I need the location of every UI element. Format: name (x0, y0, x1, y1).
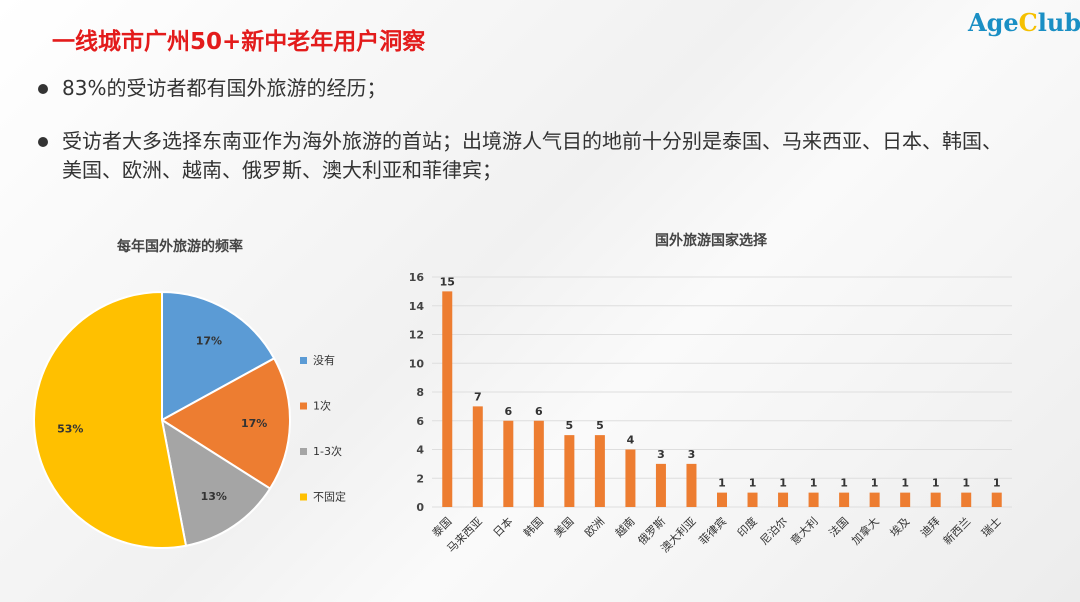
bar-data-label: 1 (932, 477, 940, 490)
y-tick-label: 0 (416, 501, 424, 514)
x-tick-label: 迪拜 (918, 515, 943, 540)
bar-data-label: 1 (901, 477, 909, 490)
pie-chart-title: 每年国外旅游的频率 (117, 239, 243, 255)
pie-data-label: 17% (196, 335, 222, 348)
pie-chart: 17% 没有 17% 1次 13% 1-3次 53% 不固定 (33, 290, 346, 549)
legend-label: 1次 (313, 399, 331, 413)
bar (472, 406, 483, 507)
bullet-dot-icon (38, 137, 48, 147)
bullet-dot-icon (38, 84, 48, 94)
x-tick-label: 意大利 (787, 514, 820, 547)
pie-slice (33, 290, 188, 549)
x-tick-label: 菲律宾 (696, 514, 729, 547)
bar (930, 492, 941, 507)
bullet-item: 83%的受访者都有国外旅游的经历； (38, 74, 1012, 103)
bar (655, 463, 666, 507)
bar-data-label: 1 (962, 477, 970, 490)
legend-swatch (300, 448, 307, 455)
bar (625, 449, 636, 507)
pie-data-label: 17% (241, 417, 267, 430)
bar-data-label: 3 (688, 448, 696, 461)
x-tick-label: 埃及 (887, 514, 912, 539)
y-tick-label: 10 (409, 357, 425, 370)
bar (839, 492, 850, 507)
bar-data-label: 4 (627, 434, 635, 447)
pie-data-label: 53% (57, 423, 83, 436)
x-tick-label: 美国 (552, 515, 577, 540)
x-tick-label: 法国 (826, 514, 851, 539)
bar (564, 435, 575, 507)
bar (442, 291, 453, 507)
bar (869, 492, 880, 507)
bar-data-label: 5 (566, 419, 574, 432)
legend-swatch (300, 357, 307, 364)
bar-data-label: 3 (657, 448, 665, 461)
x-tick-label: 欧洲 (582, 515, 607, 540)
legend-swatch (300, 402, 307, 410)
bar (900, 492, 911, 507)
bar-data-label: 1 (749, 477, 757, 490)
legend-label: 1-3次 (313, 444, 342, 458)
legend-label: 不固定 (313, 490, 346, 504)
x-tick-label: 韩国 (521, 514, 546, 539)
x-tick-label: 新西兰 (940, 514, 973, 547)
bar (594, 435, 605, 507)
y-tick-label: 14 (409, 300, 425, 313)
x-tick-label: 日本 (490, 514, 515, 539)
legend-swatch (300, 493, 307, 501)
bar-data-label: 7 (474, 390, 482, 403)
bar-data-label: 5 (596, 419, 604, 432)
x-tick-label: 加拿大 (849, 514, 882, 547)
x-tick-label: 瑞士 (978, 514, 1003, 539)
bar (808, 492, 819, 507)
bar (747, 492, 758, 507)
x-tick-label: 越南 (612, 514, 637, 539)
bar-data-label: 1 (993, 477, 1001, 490)
bar-data-label: 1 (871, 477, 879, 490)
y-tick-label: 4 (416, 444, 424, 457)
x-tick-label: 印度 (734, 514, 759, 539)
y-tick-label: 8 (416, 386, 424, 399)
bar-data-label: 1 (779, 477, 787, 490)
y-tick-label: 12 (409, 329, 424, 342)
bar (533, 420, 544, 507)
bar-data-label: 6 (535, 405, 543, 418)
bar-chart-title: 国外旅游国家选择 (655, 233, 767, 249)
bar-data-label: 1 (840, 477, 848, 490)
bar (961, 492, 972, 507)
pie-slice (161, 290, 276, 422)
bullet-item: 受访者大多选择东南亚作为海外旅游的首站；出境游人气目的地前十分别是泰国、马来西亚… (38, 127, 1012, 185)
bar (686, 463, 697, 507)
y-tick-label: 2 (416, 472, 424, 485)
page-title: 一线城市广州50+新中老年用户洞察 (52, 29, 426, 55)
x-tick-label: 泰国 (429, 514, 454, 539)
bar-data-label: 1 (718, 477, 726, 490)
bar (991, 492, 1002, 507)
bar-data-label: 15 (440, 275, 455, 288)
pie-slice (160, 356, 291, 490)
legend-label: 没有 (313, 353, 335, 367)
pie-data-label: 13% (201, 490, 227, 503)
bar (778, 492, 789, 507)
y-tick-label: 6 (416, 415, 424, 428)
bar (717, 492, 727, 507)
pie-slice (160, 417, 272, 547)
x-tick-label: 尼泊尔 (758, 515, 791, 548)
bar-data-label: 1 (810, 477, 818, 490)
ageclub-logo: AgeClub (968, 8, 1080, 37)
y-tick-label: 16 (409, 271, 425, 284)
bar-data-label: 6 (504, 405, 512, 418)
bar (503, 420, 514, 507)
